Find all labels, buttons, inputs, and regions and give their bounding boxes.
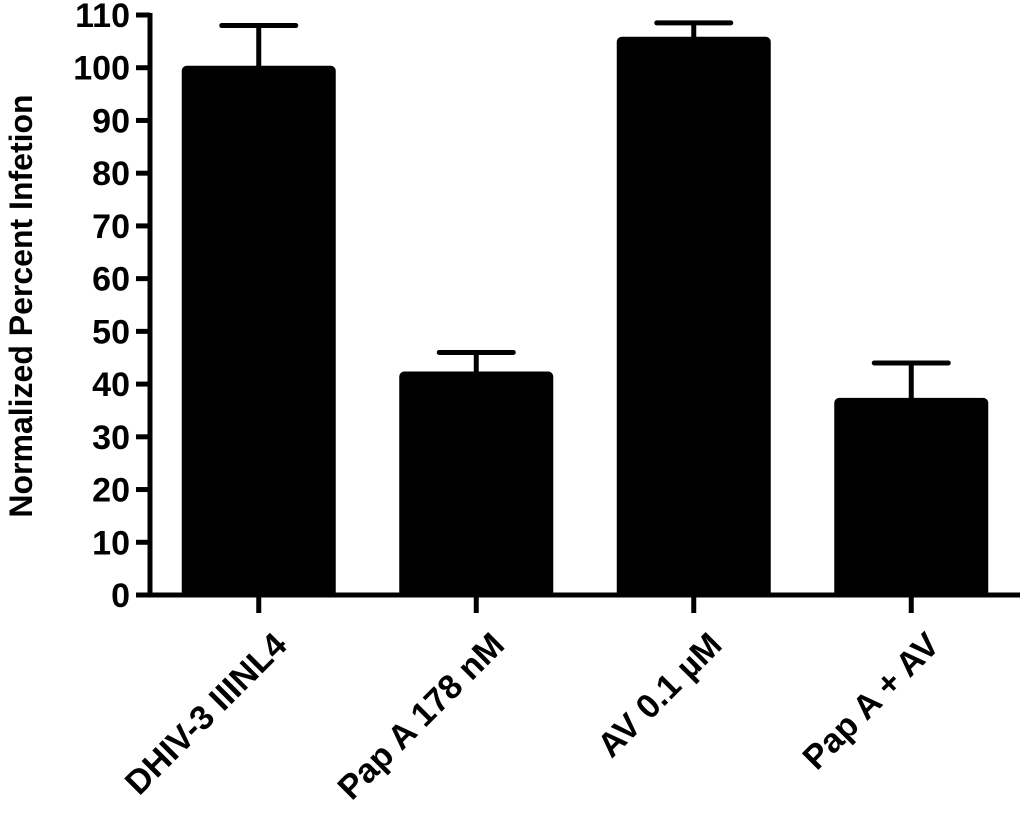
y-tick-label: 80 <box>92 155 130 193</box>
y-tick-label: 30 <box>92 419 130 457</box>
bar <box>616 36 771 597</box>
y-tick-label: 40 <box>92 366 130 404</box>
y-axis-ticks: 0 10 20 30 40 50 60 70 80 90 100 110 <box>73 0 150 615</box>
bar <box>181 65 336 597</box>
y-tick-label: 10 <box>92 524 130 562</box>
y-tick-label: 70 <box>92 208 130 246</box>
y-tick-label: 110 <box>75 0 130 35</box>
y-tick-label: 60 <box>92 261 130 299</box>
bar <box>834 397 989 597</box>
x-axis-ticks: DHIV-3 IIINL4 Pap A 178 nM AV 0.1 µM Pap A … <box>118 595 947 807</box>
x-tick-label: Pap A + AV <box>796 626 948 778</box>
y-tick-label: 0 <box>111 577 130 615</box>
bars <box>181 36 989 597</box>
y-tick-label: 50 <box>92 313 130 351</box>
y-tick-label: 90 <box>92 102 130 140</box>
x-tick-label: AV 0.1 µM <box>590 626 729 765</box>
x-tick-label: Pap A 178 nM <box>331 626 512 807</box>
bar <box>399 371 554 597</box>
x-tick-label: DHIV-3 IIINL4 <box>118 626 295 803</box>
y-axis-label: Normalized Percent Infetion <box>3 94 39 517</box>
error-bars <box>219 20 951 400</box>
y-tick-label: 20 <box>92 472 130 510</box>
y-tick-label: 100 <box>73 50 130 88</box>
